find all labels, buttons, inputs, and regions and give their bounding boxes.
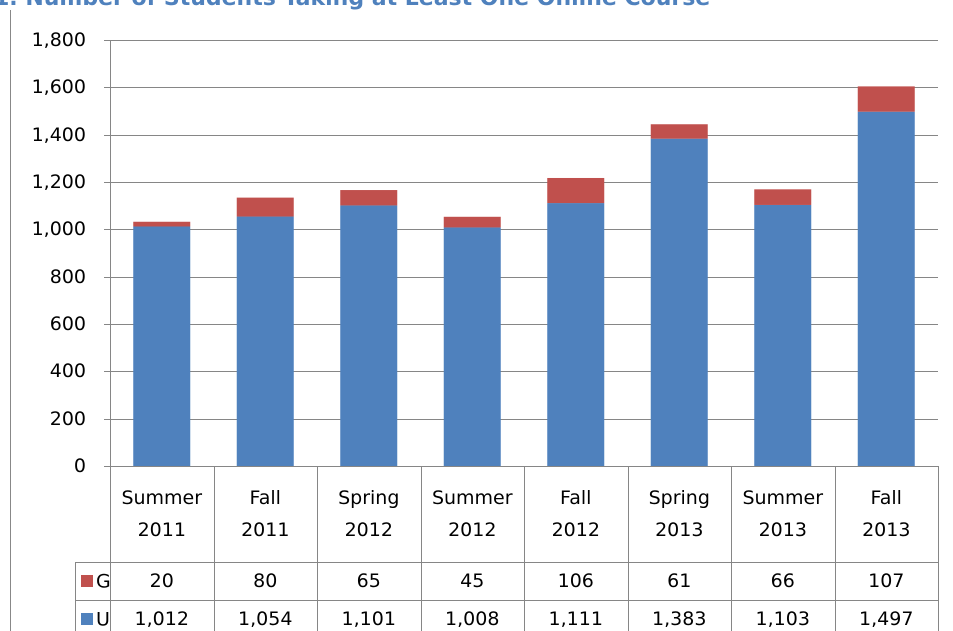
table-value: 1,054 — [214, 600, 318, 631]
category-label: Fall 2013 — [835, 466, 939, 562]
y-tick-label: 400 — [50, 360, 86, 382]
table-value: 20 — [110, 562, 214, 600]
bar-segment — [236, 216, 294, 466]
category-label: Fall 2011 — [214, 466, 318, 562]
table-value: 45 — [421, 562, 525, 600]
legend-swatch — [81, 575, 93, 587]
table-value: 66 — [731, 562, 835, 600]
table-value: 1,008 — [421, 600, 525, 631]
legend-label: U — [96, 609, 110, 631]
category-label-text: Summer 2012 — [431, 487, 513, 541]
chart-title: 1. Number of Students Taking at Least On… — [0, 0, 710, 11]
category-label: Spring 2013 — [628, 466, 732, 562]
table-value: 1,103 — [731, 600, 835, 631]
table-value-text: 1,012 — [134, 608, 189, 630]
y-tick-label: 200 — [50, 408, 86, 430]
bar-segment — [547, 203, 605, 466]
category-label-text: Spring 2013 — [648, 487, 710, 541]
bar-segment — [857, 111, 915, 467]
table-value-text: 1,103 — [755, 608, 810, 630]
y-tick-label: 1,200 — [32, 171, 86, 193]
category-label-text: Summer 2011 — [121, 487, 203, 541]
legend-label: G — [96, 571, 111, 593]
table-value-text: 61 — [667, 570, 692, 592]
y-tick-label: 0 — [74, 455, 86, 477]
category-label-text: Fall 2011 — [241, 487, 290, 541]
table-value: 1,383 — [628, 600, 732, 631]
category-label-text: Summer 2013 — [742, 487, 824, 541]
y-tick-label: 1,800 — [32, 29, 86, 51]
y-tick-label: 600 — [50, 313, 86, 335]
table-value-text: 1,497 — [859, 608, 914, 630]
category-label-text: Spring 2012 — [338, 487, 400, 541]
table-value-text: 1,383 — [652, 608, 707, 630]
table-value-text: 20 — [149, 570, 174, 592]
category-label: Fall 2012 — [524, 466, 628, 562]
bar-segment — [340, 190, 398, 206]
table-value-text: 66 — [770, 570, 795, 592]
category-label: Summer 2011 — [110, 466, 214, 562]
bar-segment — [650, 124, 708, 139]
bar-segment — [754, 189, 812, 205]
table-value-text: 1,101 — [341, 608, 396, 630]
legend-swatch — [81, 613, 93, 625]
table-value-text: 1,054 — [238, 608, 293, 630]
category-label: Summer 2012 — [421, 466, 525, 562]
bar-segment — [443, 227, 501, 466]
bar-segment — [754, 204, 812, 466]
table-value: 1,111 — [524, 600, 628, 631]
table-value: 1,012 — [110, 600, 214, 631]
bar-segment — [857, 86, 915, 112]
table-value-text: 107 — [868, 570, 905, 592]
category-label-text: Fall 2012 — [551, 487, 600, 541]
bar-segment — [236, 197, 294, 217]
table-value: 1,101 — [317, 600, 421, 631]
table-value-text: 1,111 — [548, 608, 603, 630]
table-value: 106 — [524, 562, 628, 600]
table-value-text: 80 — [253, 570, 278, 592]
y-tick-label: 800 — [50, 266, 86, 288]
table-value: 107 — [835, 562, 939, 600]
table-value-text: 106 — [557, 570, 594, 592]
bar-segment — [133, 226, 191, 466]
y-tick-label: 1,600 — [32, 76, 86, 98]
y-tick-label: 1,000 — [32, 218, 86, 240]
category-label-text: Fall 2013 — [862, 487, 911, 541]
table-value-text: 1,008 — [445, 608, 500, 630]
bar-segment — [443, 216, 501, 228]
table-value-text: 65 — [356, 570, 381, 592]
bar-segment — [340, 205, 398, 466]
category-label: Spring 2012 — [317, 466, 421, 562]
table-value: 65 — [317, 562, 421, 600]
table-value: 1,497 — [835, 600, 939, 631]
category-label: Summer 2013 — [731, 466, 835, 562]
bar-segment — [133, 221, 191, 227]
table-value: 61 — [628, 562, 732, 600]
table-value: 80 — [214, 562, 318, 600]
bar-segment — [547, 177, 605, 204]
bar-segment — [650, 138, 708, 466]
table-value-text: 45 — [460, 570, 485, 592]
y-tick-label: 1,400 — [32, 124, 86, 146]
